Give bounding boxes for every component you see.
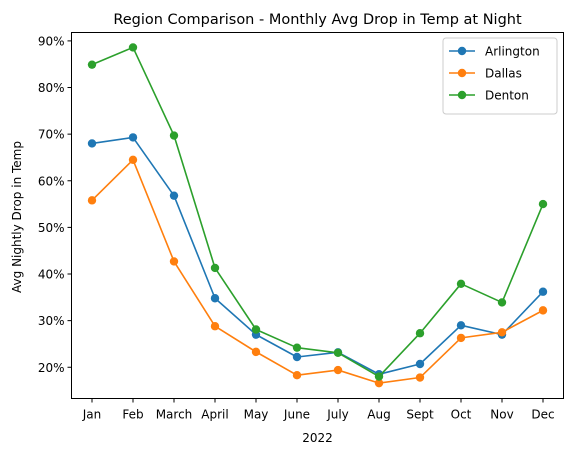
data-point-denton	[87, 60, 97, 69]
data-point-arlington	[292, 352, 302, 362]
legend: Arlington Dallas Denton	[442, 37, 558, 115]
legend-marker-denton	[457, 90, 467, 100]
data-point-arlington	[415, 359, 425, 369]
legend-label-dallas: Dallas	[485, 67, 522, 81]
x-tick-label: Oct	[451, 408, 472, 422]
data-point-dallas	[374, 378, 384, 388]
y-tick-label: 20%	[38, 361, 65, 375]
data-point-denton	[169, 131, 179, 140]
data-point-denton	[456, 279, 466, 289]
y-tick-label: 50%	[38, 221, 65, 235]
plot-frame	[71, 32, 564, 399]
data-point-dallas	[169, 257, 179, 266]
x-tick-label: Dec	[531, 408, 554, 422]
data-point-arlington	[87, 139, 97, 148]
y-tick-label: 70%	[38, 128, 65, 142]
data-point-dallas	[128, 155, 138, 164]
x-tick-label: May	[244, 408, 269, 422]
legend-label-denton: Denton	[485, 89, 529, 103]
x-tick-label: Sept	[406, 408, 434, 422]
x-tick-label: April	[201, 408, 228, 422]
data-point-dallas	[538, 306, 548, 315]
y-tick-label: 60%	[38, 174, 65, 188]
data-point-denton	[538, 199, 548, 209]
data-point-dallas	[415, 373, 425, 382]
data-point-arlington	[538, 287, 548, 296]
y-axis-label: Avg Nightly Drop in Temp	[10, 141, 24, 293]
y-tick-label: 40%	[38, 268, 65, 282]
data-point-denton	[333, 348, 343, 358]
data-point-denton	[292, 343, 302, 352]
data-point-denton	[374, 372, 384, 381]
data-point-arlington	[456, 321, 466, 330]
y-tick-label: 80%	[38, 81, 65, 95]
data-point-dallas	[292, 370, 302, 380]
plot-area: 20% 30% 40% 50% 60% 70% 80% 90% Jan Feb March April…	[38, 34, 555, 421]
data-point-arlington	[169, 191, 179, 200]
legend-label-arlington: Arlington	[485, 45, 540, 59]
x-tick-label: Aug	[367, 408, 390, 422]
y-tick-label: 30%	[38, 314, 65, 328]
series-line-dallas	[91, 158, 544, 384]
data-point-arlington	[210, 294, 220, 303]
x-tick-label: March	[156, 408, 193, 422]
data-point-denton	[497, 298, 507, 307]
series-line-denton	[91, 46, 544, 378]
data-point-denton	[128, 43, 138, 52]
data-point-denton	[415, 329, 425, 338]
data-point-dallas	[497, 328, 507, 337]
data-point-dallas	[333, 365, 343, 375]
x-tick-label: Jan	[82, 408, 102, 422]
x-axis-label: 2022	[302, 431, 333, 445]
x-tick-label: Nov	[490, 408, 513, 422]
data-point-dallas	[456, 333, 466, 343]
x-tick-label: Feb	[122, 408, 143, 422]
y-tick-label: 90%	[38, 34, 65, 48]
legend-marker-arlington	[457, 46, 467, 56]
x-tick-label: July	[326, 408, 349, 422]
data-point-denton	[251, 325, 261, 334]
x-tick-label: June	[283, 408, 310, 422]
series-line-arlington	[91, 136, 544, 376]
data-point-denton	[210, 263, 220, 273]
chart-title: Region Comparison - Monthly Avg Drop in …	[113, 12, 522, 28]
legend-marker-dallas	[457, 68, 467, 78]
data-point-dallas	[87, 196, 97, 205]
data-point-dallas	[251, 347, 261, 357]
data-point-arlington	[128, 133, 138, 142]
data-point-dallas	[210, 322, 220, 331]
